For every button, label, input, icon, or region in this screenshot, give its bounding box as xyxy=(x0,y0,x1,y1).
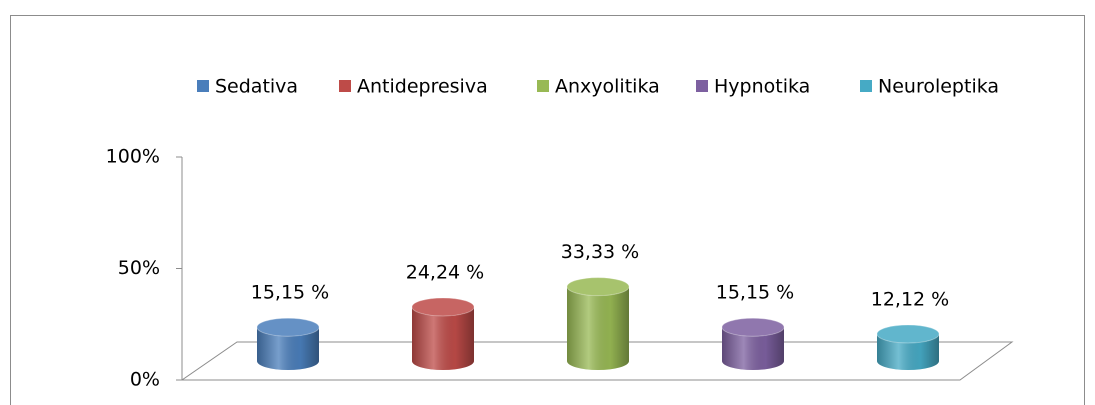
legend-label: Sedativa xyxy=(215,76,298,98)
chart-frame xyxy=(10,15,1085,405)
legend-label: Neuroleptika xyxy=(878,76,999,98)
cylinder-top-shine xyxy=(877,324,939,343)
value-label: 15,15 % xyxy=(716,282,795,304)
cylinder-top-shine xyxy=(257,318,319,337)
value-label: 33,33 % xyxy=(561,241,640,263)
cylinder-shade xyxy=(567,286,629,370)
cylinder-shade xyxy=(412,306,474,370)
legend-swatch xyxy=(197,80,209,92)
legend-label: Anxyolitika xyxy=(555,76,660,98)
y-tick-label: 0% xyxy=(130,369,160,391)
cylinder-top xyxy=(566,277,630,297)
legend-swatch xyxy=(339,80,351,92)
y-tick-label: 50% xyxy=(118,257,160,279)
cylinder-shade xyxy=(877,333,939,370)
cylinder-top xyxy=(411,297,475,317)
legend-swatch xyxy=(696,80,708,92)
value-label: 24,24 % xyxy=(406,261,485,283)
legend-label: Hypnotika xyxy=(714,76,810,98)
cylinder-top xyxy=(256,317,320,337)
legend-swatch xyxy=(537,80,549,92)
legend-label: Antidepresiva xyxy=(357,76,488,98)
value-label: 15,15 % xyxy=(251,282,330,304)
cylinder-top-shine xyxy=(567,277,629,296)
y-tick-label: 100% xyxy=(106,146,160,168)
cylinder-top-shine xyxy=(412,297,474,316)
floor xyxy=(180,341,1014,381)
value-label: 12,12 % xyxy=(871,288,950,310)
cylinder-shade xyxy=(722,327,784,370)
legend-swatch xyxy=(860,80,872,92)
cylinder-top xyxy=(876,324,940,344)
cylinder-top-shine xyxy=(722,318,784,337)
cylinder-top xyxy=(721,317,785,337)
cylinder-shade xyxy=(257,327,319,370)
